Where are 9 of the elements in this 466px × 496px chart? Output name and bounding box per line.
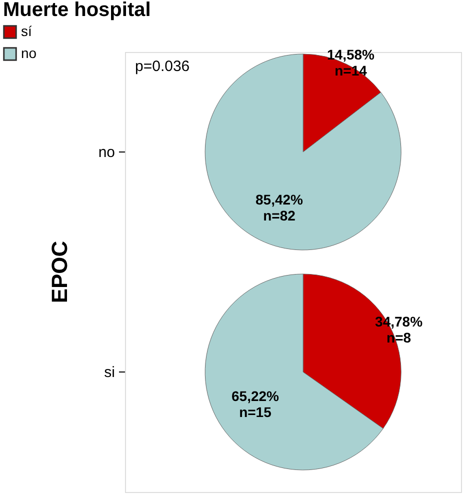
text: p=0.036 bbox=[135, 58, 190, 75]
slice-label: no bbox=[98, 144, 115, 161]
data-label: 85,42% n=82 bbox=[256, 191, 304, 224]
slice-label: si bbox=[104, 364, 115, 381]
legend-label: no bbox=[21, 45, 37, 61]
legend-title: Muerte hospital bbox=[3, 0, 151, 21]
legend-label: sí bbox=[21, 23, 32, 39]
text: EPOC bbox=[47, 240, 72, 304]
data-label: 65,22% n=15 bbox=[231, 388, 280, 420]
